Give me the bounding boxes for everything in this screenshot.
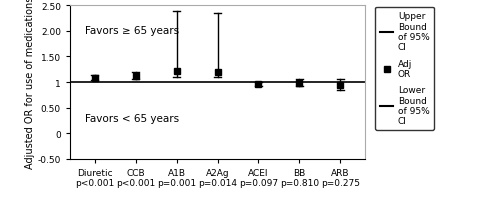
Text: Favors ≥ 65 years: Favors ≥ 65 years (85, 26, 179, 36)
Legend: Upper
Bound
of 95%
CI, Adj
OR, Lower
Bound
of 95%
CI: Upper Bound of 95% CI, Adj OR, Lower Bou… (376, 8, 434, 130)
Y-axis label: Adjusted OR for use of medications: Adjusted OR for use of medications (25, 0, 35, 168)
Text: Favors < 65 years: Favors < 65 years (85, 113, 179, 123)
